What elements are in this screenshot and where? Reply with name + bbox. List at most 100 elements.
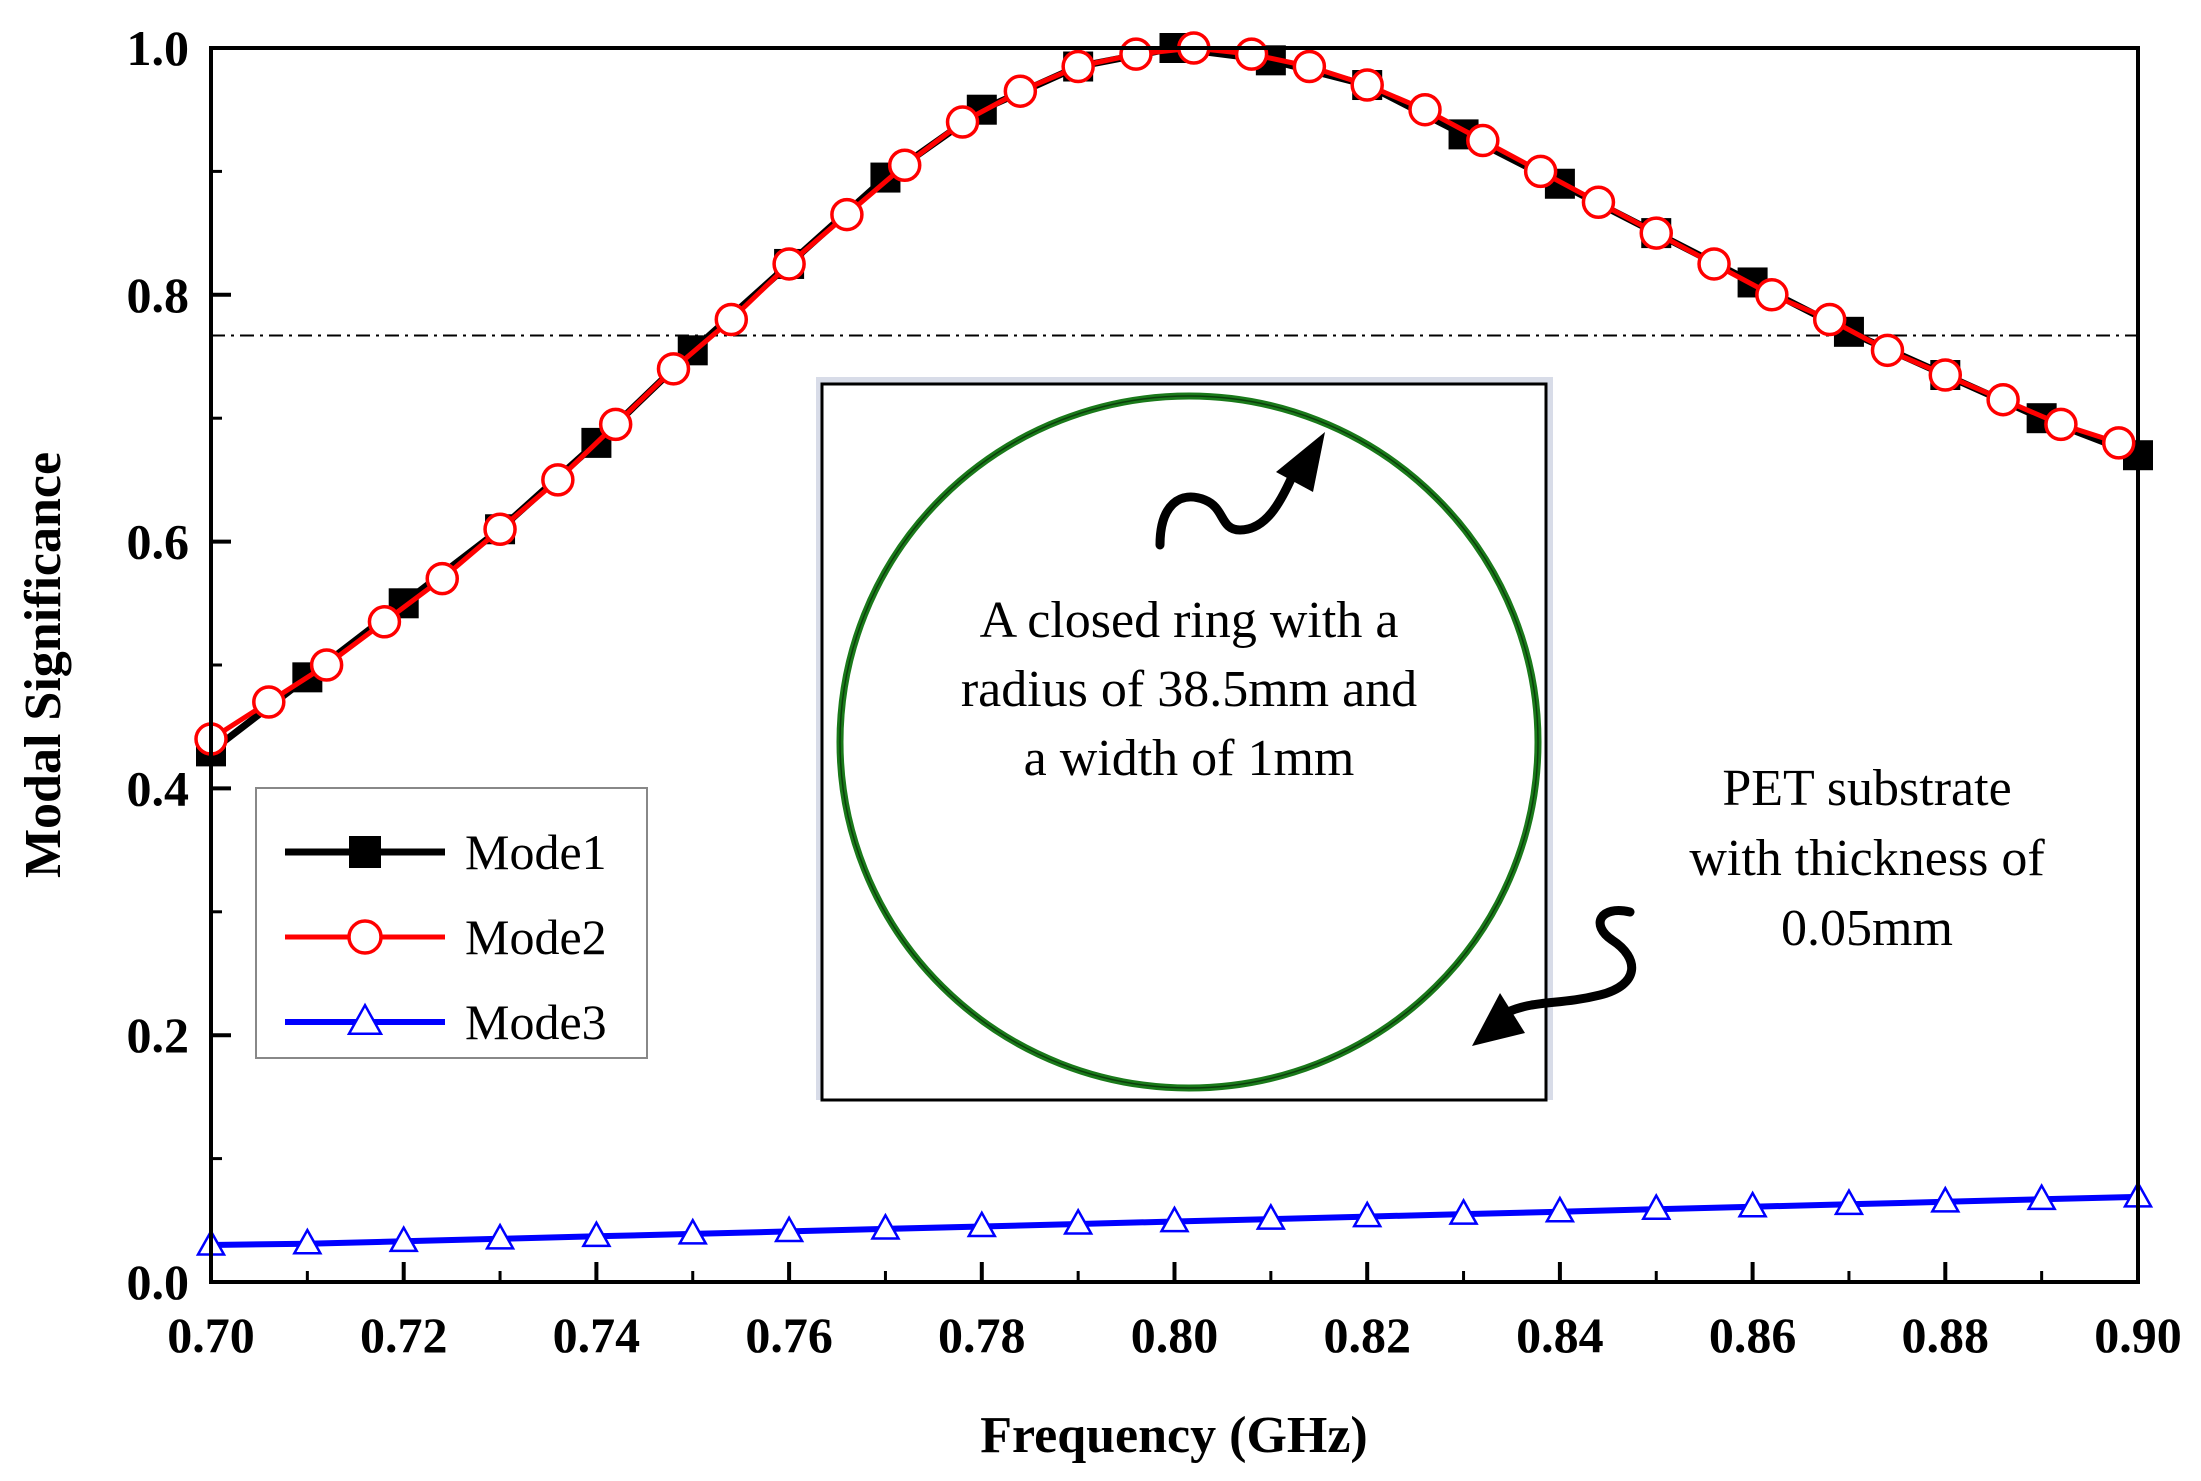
mode2-circle-marker <box>598 407 633 442</box>
mode3-triangle-marker <box>2026 1183 2057 1211</box>
mode3-triangle-marker <box>581 1220 612 1248</box>
mode2-circle-marker <box>1350 68 1384 102</box>
mode2-circle-marker <box>347 919 383 955</box>
x-tick-label: 0.82 <box>1323 1307 1411 1363</box>
mode3-triangle-marker <box>1544 1195 1576 1223</box>
mode2-line <box>209 45 2120 742</box>
mode3-triangle-marker <box>1448 1197 1479 1225</box>
mode2-circle-marker <box>1755 278 1789 312</box>
mode2-circle-marker <box>1928 358 1963 392</box>
inset-substrate-square <box>820 382 1548 1102</box>
x-tick-label: 0.86 <box>1709 1307 1797 1363</box>
substrate-label-line-3: 0.05mm <box>1781 900 1953 957</box>
substrate-label-line-1: PET substrate <box>1722 760 2011 817</box>
mode2-circle-marker <box>483 512 517 547</box>
mode2-circle-marker <box>1292 49 1327 84</box>
mode3-triangle-marker <box>677 1217 708 1245</box>
y-tick-label: 0.8 <box>127 267 190 323</box>
mode3-triangle-marker <box>1930 1185 1961 1213</box>
x-axis-title: Frequency (GHz) <box>980 1407 1368 1464</box>
mode2-circle-marker <box>541 463 575 497</box>
y-tick-label: 0.2 <box>127 1007 190 1063</box>
legend-item-mode3: Mode3 <box>285 994 607 1050</box>
substrate-arrow-shaft <box>1503 906 1637 1017</box>
y-tick-label: 1.0 <box>127 20 190 76</box>
mode2-circle-marker <box>1812 302 1847 337</box>
x-axis: 0.70 0.72 0.74 0.76 0.78 0.80 0.82 0.84 0.86 0.88… <box>167 1262 2182 1363</box>
mode2-circle-marker <box>1986 382 2020 417</box>
y-tick-label: 0.6 <box>127 514 190 570</box>
mode2-circle-marker <box>1466 123 1500 158</box>
mode3-triangle-marker <box>1641 1192 1672 1220</box>
mode3-triangle-marker <box>1063 1207 1094 1235</box>
mode3-triangle-marker <box>346 1002 384 1036</box>
mode2-circle-marker <box>1234 37 1269 71</box>
x-tick-label: 0.84 <box>1516 1307 1604 1363</box>
mode3-triangle-marker <box>484 1222 516 1250</box>
legend-box <box>255 787 648 1059</box>
mode2-circle-marker <box>887 148 922 182</box>
mode2-circle-marker <box>714 302 749 337</box>
x-tick-label: 0.80 <box>1131 1307 1219 1363</box>
mode2-circle-marker <box>772 247 806 281</box>
mode2-circle-marker <box>1639 216 1673 250</box>
x-tick-label: 0.70 <box>167 1307 255 1363</box>
mode3-triangle-marker <box>1737 1190 1768 1218</box>
legend: Mode1 Mode2 Mode3 <box>255 787 648 1059</box>
mode3-triangle-marker <box>966 1210 997 1238</box>
mode2-circle-marker <box>1523 154 1558 189</box>
x-tick-label: 0.76 <box>745 1307 833 1363</box>
mode2-circle-marker <box>656 352 691 386</box>
series-mode3 <box>195 1180 2154 1256</box>
ring-label-line-2: radius of 38.5mm and <box>961 661 1417 718</box>
closed-ring-outline <box>839 395 1539 1089</box>
ring-arrow-shaft <box>1155 465 1300 550</box>
mode2-circle-marker <box>425 561 459 596</box>
mode2-circle-marker <box>1581 185 1616 219</box>
legend-label: Mode3 <box>465 994 607 1050</box>
ring-label-line-1: A closed ring with a <box>980 592 1399 649</box>
ring-label-line-3: a width of 1mm <box>1024 730 1355 787</box>
mode3-triangle-marker <box>388 1225 419 1253</box>
y-axis-title: Modal Significance <box>15 452 72 878</box>
mode3-triangle-marker <box>773 1215 805 1243</box>
inset-ring-diagram: A closed ring with a radius of 38.5mm an… <box>816 377 1553 1102</box>
mode3-triangle-marker <box>870 1212 901 1240</box>
mode2-circle-marker <box>367 605 402 639</box>
mode1-square-marker <box>349 836 381 868</box>
legend-label: Mode2 <box>465 909 607 965</box>
legend-items: Mode1 Mode2 Mode3 <box>285 824 607 1050</box>
x-tick-label: 0.78 <box>938 1307 1026 1363</box>
mode2-circle-marker <box>2044 407 2078 442</box>
mode2-circle-marker <box>1061 49 1095 84</box>
x-tick-label: 0.88 <box>1902 1307 1990 1363</box>
mode2-circle-marker <box>1697 247 1731 281</box>
mode2-circle-marker <box>309 648 344 682</box>
x-tick-label: 0.74 <box>553 1307 641 1363</box>
ring-arrow-head <box>1276 432 1325 492</box>
mode2-circle-marker <box>252 685 286 719</box>
mode2-circle-marker <box>1408 92 1442 127</box>
mode2-circle-marker <box>1870 333 1905 368</box>
substrate-label-line-2: with thickness of <box>1689 830 2045 887</box>
mode2-circle-marker <box>1119 37 1153 71</box>
x-tick-label: 0.90 <box>2094 1307 2182 1363</box>
x-tick-label: 0.72 <box>360 1307 448 1363</box>
y-axis: 0.0 0.2 0.4 0.6 0.8 1.0 <box>127 20 231 1310</box>
mode2-circle-marker <box>1003 74 1038 108</box>
mode2-circle-marker <box>945 105 980 139</box>
mode3-triangle-marker <box>1159 1205 1190 1233</box>
y-tick-label: 0.0 <box>127 1254 190 1310</box>
y-tick-label: 0.4 <box>127 760 190 816</box>
mode3-triangle-marker <box>1833 1188 1865 1216</box>
legend-item-mode2: Mode2 <box>285 909 607 965</box>
mode2-circle-marker <box>2101 426 2136 460</box>
legend-label: Mode1 <box>465 824 607 880</box>
legend-item-mode1: Mode1 <box>285 824 607 880</box>
mode3-triangle-marker <box>1352 1200 1383 1228</box>
mode2-circle-marker <box>830 197 864 232</box>
mode3-triangle-marker <box>1255 1202 1286 1230</box>
mode3-triangle-marker <box>292 1227 323 1255</box>
substrate-arrow-head <box>1472 993 1525 1046</box>
